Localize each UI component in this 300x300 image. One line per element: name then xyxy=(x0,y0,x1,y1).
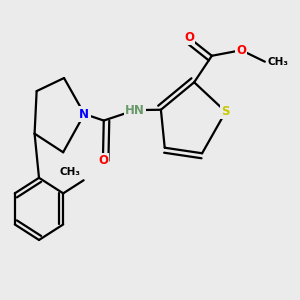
Text: CH₃: CH₃ xyxy=(60,167,81,177)
Text: O: O xyxy=(98,154,108,167)
Text: HN: HN xyxy=(125,103,145,117)
Text: N: N xyxy=(79,107,89,121)
Text: O: O xyxy=(184,31,194,44)
Text: S: S xyxy=(221,105,230,118)
Text: O: O xyxy=(236,44,246,57)
Text: CH₃: CH₃ xyxy=(268,57,289,67)
